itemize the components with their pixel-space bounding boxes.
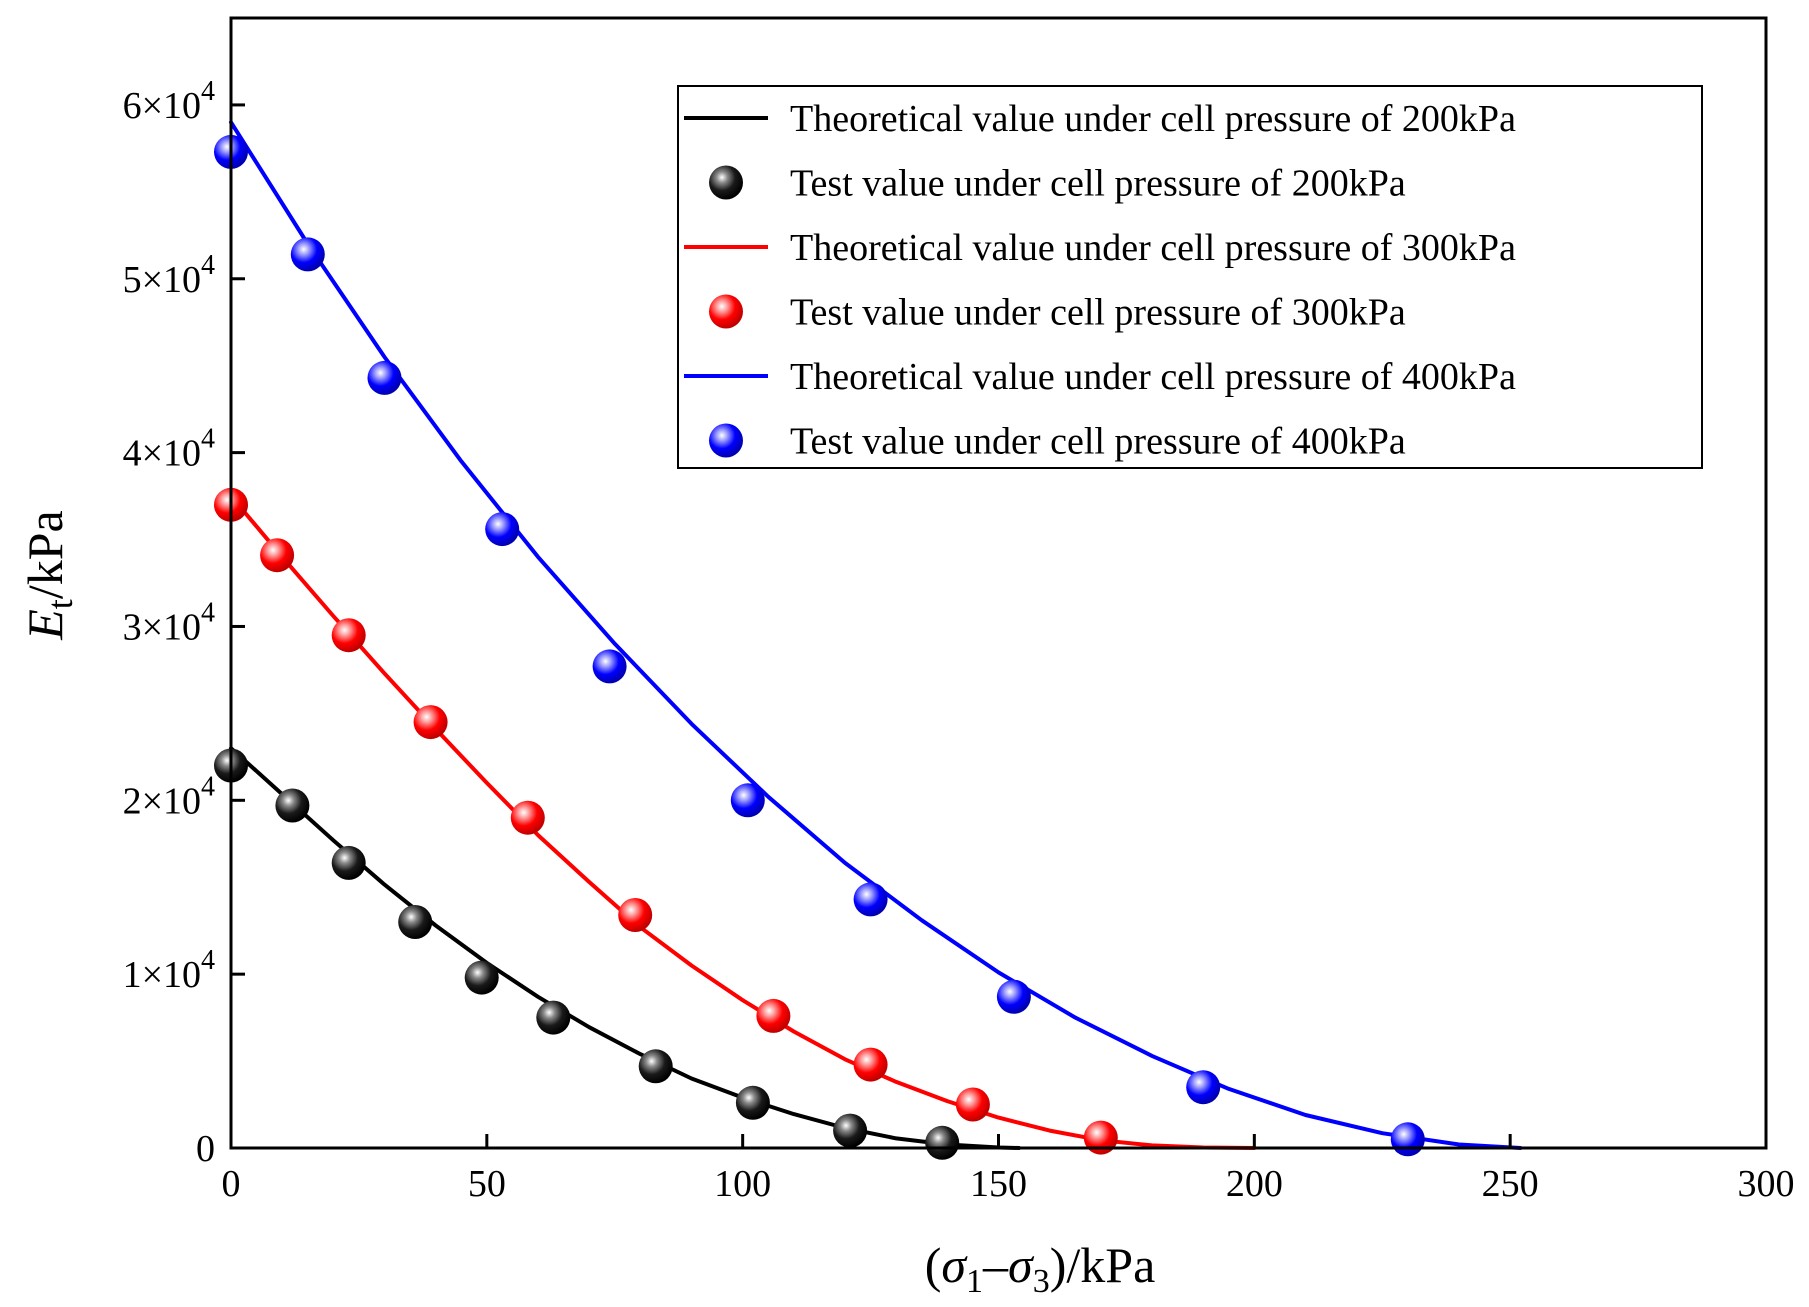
data-point-test-value-under-cell-pressure-of-200kpa — [536, 1000, 571, 1035]
x-axis-open: ( — [925, 1237, 942, 1293]
x-tick-label: 50 — [468, 1163, 506, 1205]
x-tick-label: 200 — [1226, 1163, 1283, 1205]
y-tick-label: 6×104 — [123, 76, 215, 127]
y-axis-symbol: E — [17, 609, 73, 641]
y-axis-subscript: t — [40, 599, 80, 609]
legend-label: Test value under cell pressure of 400kPa — [790, 421, 1406, 463]
data-point-test-value-under-cell-pressure-of-200kpa — [833, 1113, 868, 1148]
legend: Theoretical value under cell pressure of… — [677, 85, 1703, 469]
data-point-test-value-under-cell-pressure-of-200kpa — [464, 960, 499, 995]
y-tick-label: 4×104 — [123, 424, 215, 475]
x-tick-label: 0 — [222, 1163, 241, 1205]
data-point-test-value-under-cell-pressure-of-300kpa — [1083, 1120, 1118, 1155]
legend-label: Theoretical value under cell pressure of… — [790, 98, 1516, 140]
y-tick-label: 2×104 — [123, 771, 215, 822]
data-point-test-value-under-cell-pressure-of-400kpa — [485, 512, 520, 547]
x-tick-label: 250 — [1482, 1163, 1539, 1205]
data-point-test-value-under-cell-pressure-of-400kpa — [1390, 1122, 1425, 1157]
x-axis-sigma3: σ — [1008, 1237, 1035, 1293]
data-point-test-value-under-cell-pressure-of-300kpa — [756, 998, 791, 1033]
y-tick-label: 5×104 — [123, 250, 215, 301]
y-tick-label: 0 — [196, 1128, 215, 1170]
data-point-test-value-under-cell-pressure-of-300kpa — [260, 538, 295, 573]
data-point-test-value-under-cell-pressure-of-400kpa — [367, 360, 402, 395]
data-point-test-value-under-cell-pressure-of-300kpa — [331, 618, 366, 653]
data-point-test-value-under-cell-pressure-of-400kpa — [853, 882, 888, 917]
data-point-test-value-under-cell-pressure-of-200kpa — [275, 788, 310, 823]
data-point-test-value-under-cell-pressure-of-200kpa — [925, 1125, 960, 1160]
data-point-test-value-under-cell-pressure-of-400kpa — [1186, 1070, 1221, 1105]
data-point-test-value-under-cell-pressure-of-300kpa — [413, 705, 448, 740]
legend-label: Test value under cell pressure of 300kPa — [790, 292, 1406, 334]
data-point-test-value-under-cell-pressure-of-200kpa — [331, 845, 366, 880]
x-tick-label: 150 — [970, 1163, 1027, 1205]
data-point-test-value-under-cell-pressure-of-400kpa — [730, 783, 765, 818]
plot-area — [214, 120, 1523, 1160]
legend-marker-swatch — [709, 423, 743, 458]
data-point-test-value-under-cell-pressure-of-400kpa — [996, 979, 1031, 1014]
legend-label: Test value under cell pressure of 200kPa — [790, 163, 1406, 205]
x-axis-dash: – — [982, 1237, 1009, 1293]
data-point-test-value-under-cell-pressure-of-200kpa — [735, 1085, 770, 1120]
series-line-theoretical-value-under-cell-pressure-of-200kpa — [229, 746, 1021, 1150]
data-point-test-value-under-cell-pressure-of-300kpa — [955, 1087, 990, 1122]
y-axis-title: Et/kPa — [17, 510, 80, 640]
x-tick-label: 300 — [1738, 1163, 1795, 1205]
data-point-test-value-under-cell-pressure-of-300kpa — [853, 1047, 888, 1082]
data-point-test-value-under-cell-pressure-of-200kpa — [398, 905, 433, 939]
data-point-test-value-under-cell-pressure-of-300kpa — [618, 898, 653, 932]
axis-ticks: 0 50 100 150 200 250 300 0 1×104 2×104 3×104 4×104 5… — [123, 76, 1795, 1205]
legend-marker-swatch — [709, 165, 743, 200]
plot-frame — [229, 16, 1768, 1150]
legend-label: Theoretical value under cell pressure of… — [790, 227, 1516, 269]
data-point-test-value-under-cell-pressure-of-300kpa — [510, 800, 545, 835]
data-point-test-value-under-cell-pressure-of-400kpa — [592, 649, 627, 684]
x-axis-sub1: 1 — [966, 1263, 983, 1300]
y-tick-label: 3×104 — [123, 597, 215, 648]
y-axis-unit: /kPa — [17, 510, 73, 599]
data-point-test-value-under-cell-pressure-of-400kpa — [290, 237, 325, 272]
legend-marker-swatch — [709, 294, 743, 329]
series-line-theoretical-value-under-cell-pressure-of-300kpa — [229, 494, 1257, 1150]
x-tick-label: 100 — [714, 1163, 771, 1205]
legend-box — [677, 85, 1703, 469]
x-axis-sub3: 3 — [1033, 1263, 1050, 1300]
data-point-test-value-under-cell-pressure-of-200kpa — [638, 1049, 673, 1084]
x-axis-sigma1: σ — [941, 1237, 968, 1293]
legend-label: Theoretical value under cell pressure of… — [790, 356, 1516, 398]
y-tick-label: 1×104 — [123, 945, 215, 996]
x-axis-title: (σ1–σ3)/kPa — [925, 1237, 1156, 1300]
x-axis-unit: )/kPa — [1050, 1237, 1156, 1293]
